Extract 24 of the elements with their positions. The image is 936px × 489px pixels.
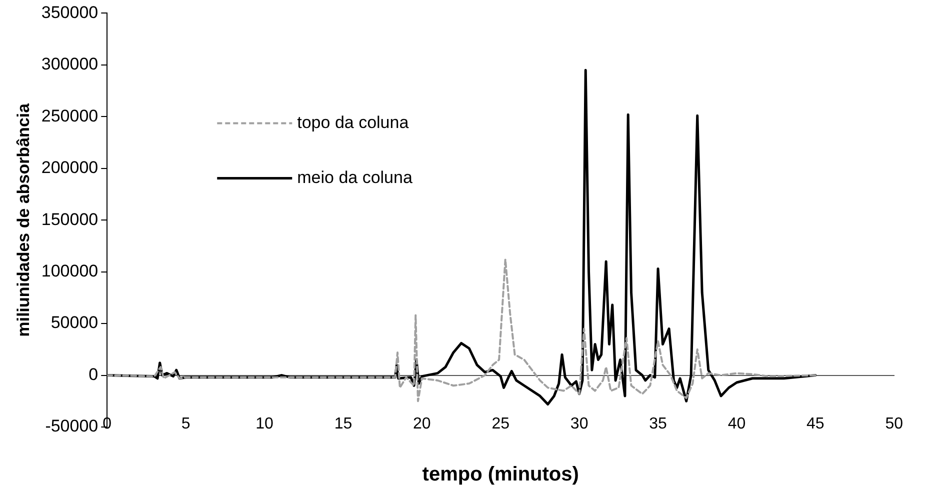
x-tick-label: 45 <box>806 415 824 432</box>
x-tick-label: 40 <box>728 415 746 432</box>
y-tick-label: 300000 <box>41 54 98 74</box>
x-tick-label: 30 <box>570 415 588 432</box>
line-series <box>107 258 816 402</box>
legend-label: meio da coluna <box>297 168 413 187</box>
x-tick-label: 20 <box>413 415 431 432</box>
y-tick-label: 150000 <box>41 210 98 229</box>
x-tick-label: 10 <box>256 415 274 432</box>
y-tick-label: 250000 <box>41 106 98 126</box>
y-tick-label: -50000 <box>45 416 98 436</box>
y-tick-label: 350000 <box>41 2 98 22</box>
y-tick-label: 0 <box>88 364 98 384</box>
x-axis-title: tempo (minutos) <box>422 464 579 486</box>
y-tick-label: 200000 <box>41 158 98 178</box>
y-tick-label: 100000 <box>41 262 98 281</box>
y-tick-label: 50000 <box>50 313 98 332</box>
x-tick-label: 50 <box>885 415 904 432</box>
legend-label: topo da coluna <box>297 112 410 132</box>
x-tick-label: 5 <box>181 415 190 432</box>
x-tick-label: 15 <box>334 415 352 432</box>
x-tick-label: 35 <box>649 415 668 432</box>
y-axis-title: miliunidades de absorbância <box>14 102 33 337</box>
x-tick-label: 25 <box>492 415 510 432</box>
